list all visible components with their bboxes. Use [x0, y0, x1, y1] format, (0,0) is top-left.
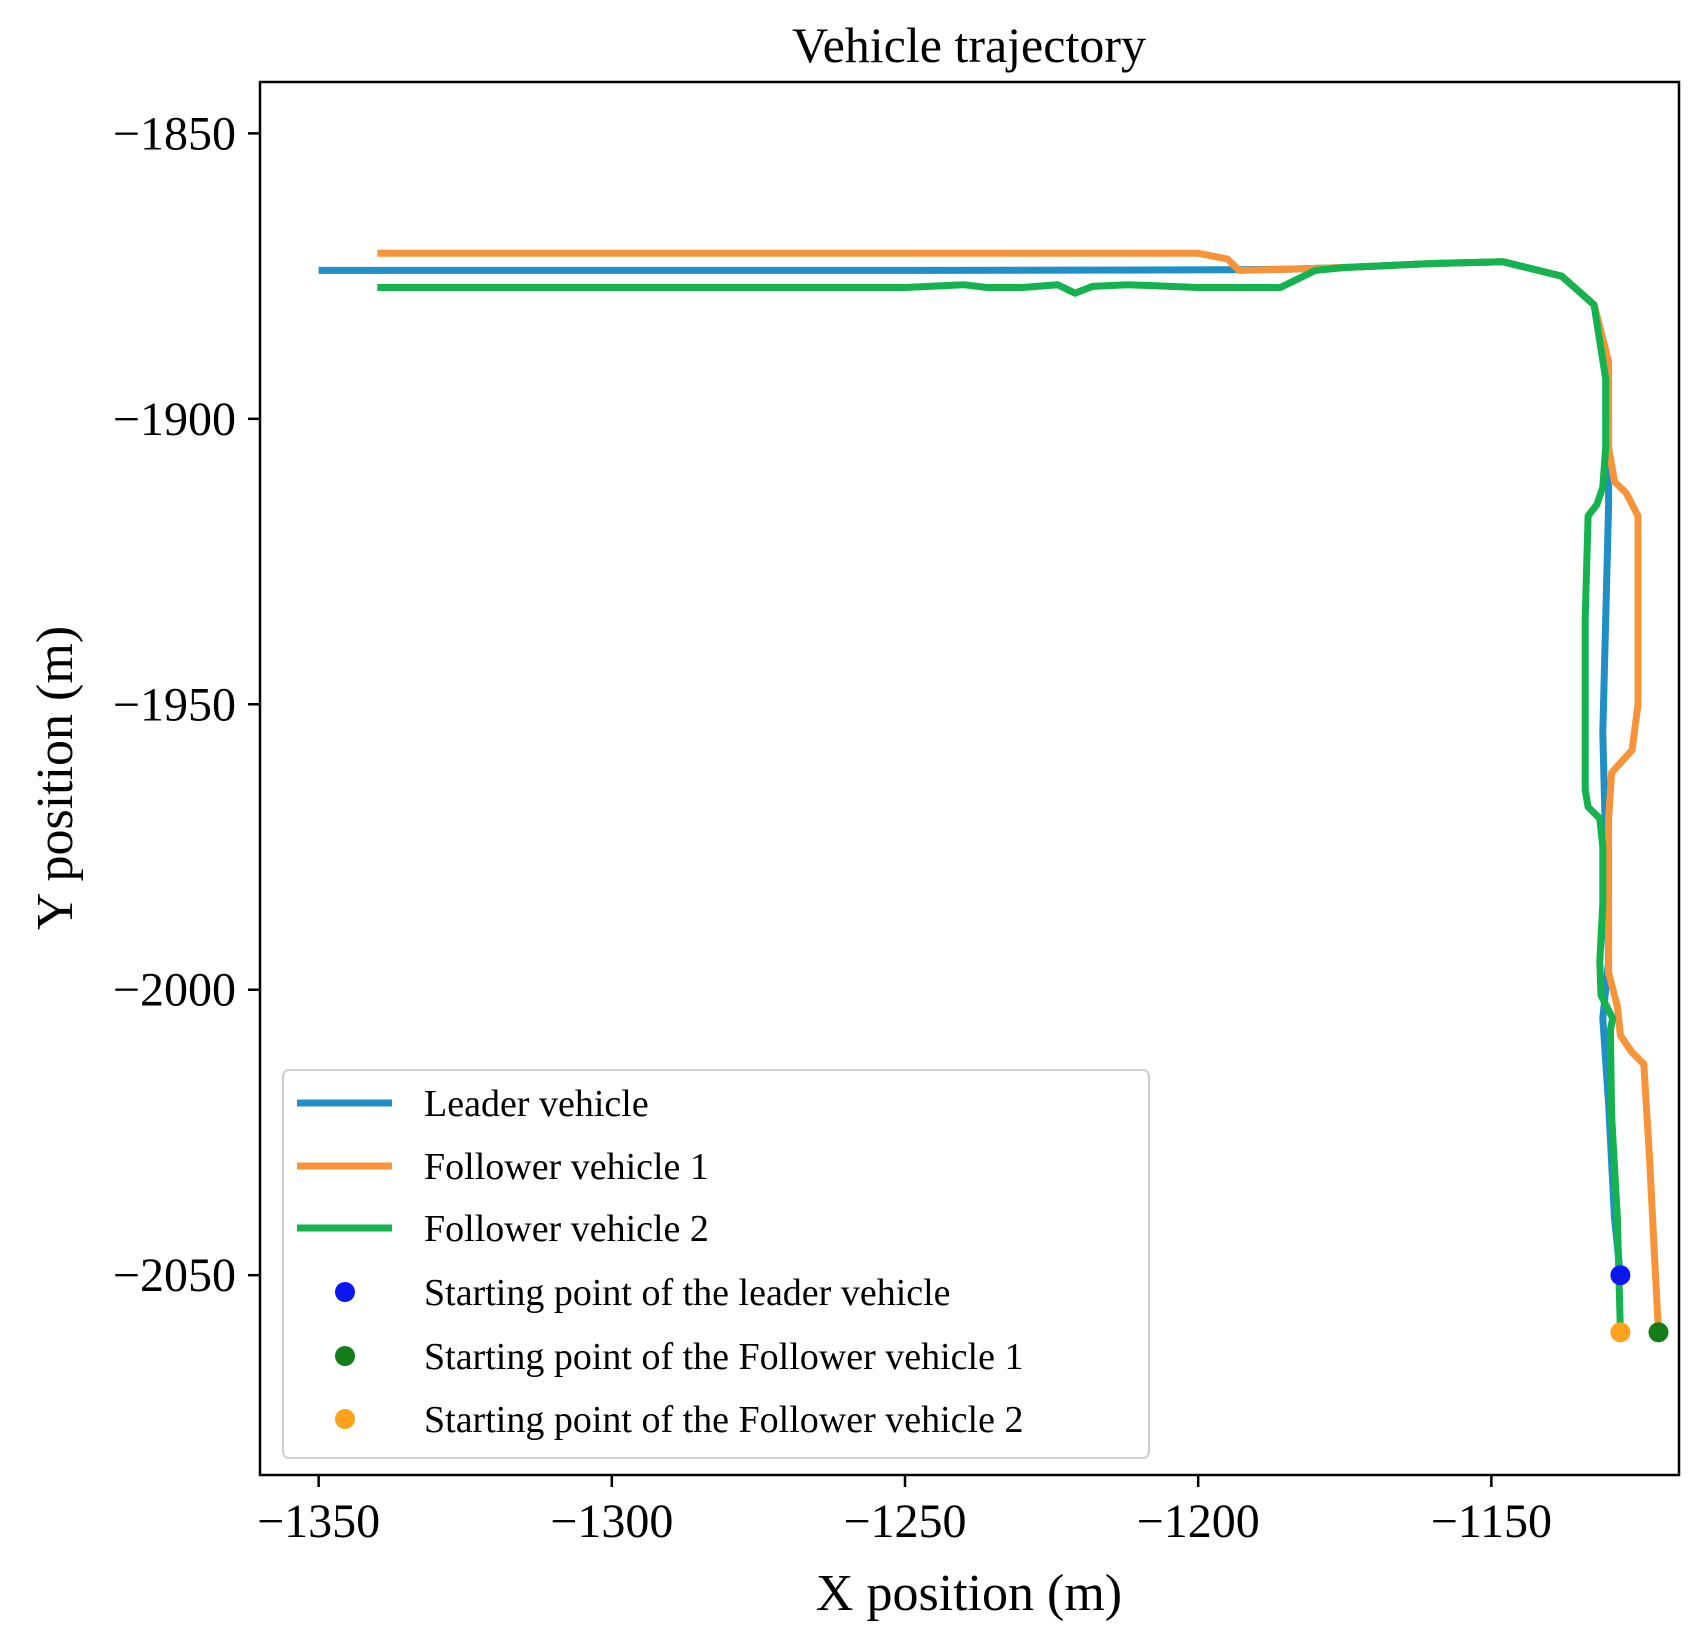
- series-line-3: [377, 258, 1624, 1333]
- x-tick-label: −1250: [843, 1495, 966, 1548]
- x-axis: −1350 −1300 −1250 −1200 −1150: [257, 1475, 1552, 1548]
- x-tick-label: −1200: [1137, 1495, 1260, 1548]
- y-tick-label: −2050: [113, 1249, 236, 1302]
- legend-label: Starting point of the leader vehicle: [424, 1272, 951, 1314]
- y-axis-label: Y position (m): [27, 626, 84, 930]
- start-marker-3: [1610, 1322, 1631, 1343]
- legend-marker-swatch: [335, 1409, 355, 1429]
- x-tick-label: −1350: [257, 1495, 380, 1548]
- start-marker-2: [1648, 1322, 1669, 1343]
- series-line-2: [377, 249, 1662, 1333]
- legend-marker-swatch: [335, 1346, 355, 1366]
- legend-label: Follower vehicle 1: [424, 1146, 709, 1188]
- y-tick-label: −1850: [113, 107, 236, 160]
- x-tick-label: −1300: [550, 1495, 673, 1548]
- plot-area: [318, 249, 1669, 1343]
- y-tick-label: −2000: [113, 964, 236, 1017]
- plot-frame: [258, 80, 1681, 1477]
- x-axis-label: X position (m): [816, 1565, 1122, 1622]
- legend-marker-swatch: [335, 1282, 355, 1302]
- chart-title: Vehicle trajectory: [792, 17, 1146, 73]
- y-axis: −1850 −1900 −1950 −2000 −2050: [113, 107, 260, 1302]
- legend-box: [282, 1069, 1150, 1459]
- y-tick-label: −1900: [113, 393, 236, 446]
- legend: Leader vehicle Follower vehicle 1 Follower…: [282, 1069, 1150, 1459]
- legend-label: Starting point of the Follower vehicle 2: [424, 1399, 1023, 1441]
- legend-label: Follower vehicle 2: [424, 1208, 709, 1250]
- x-tick-label: −1150: [1431, 1495, 1552, 1548]
- legend-label: Leader vehicle: [424, 1083, 649, 1125]
- y-tick-label: −1950: [113, 678, 236, 731]
- start-marker-1: [1610, 1265, 1631, 1286]
- legend-label: Starting point of the Follower vehicle 1: [424, 1336, 1023, 1378]
